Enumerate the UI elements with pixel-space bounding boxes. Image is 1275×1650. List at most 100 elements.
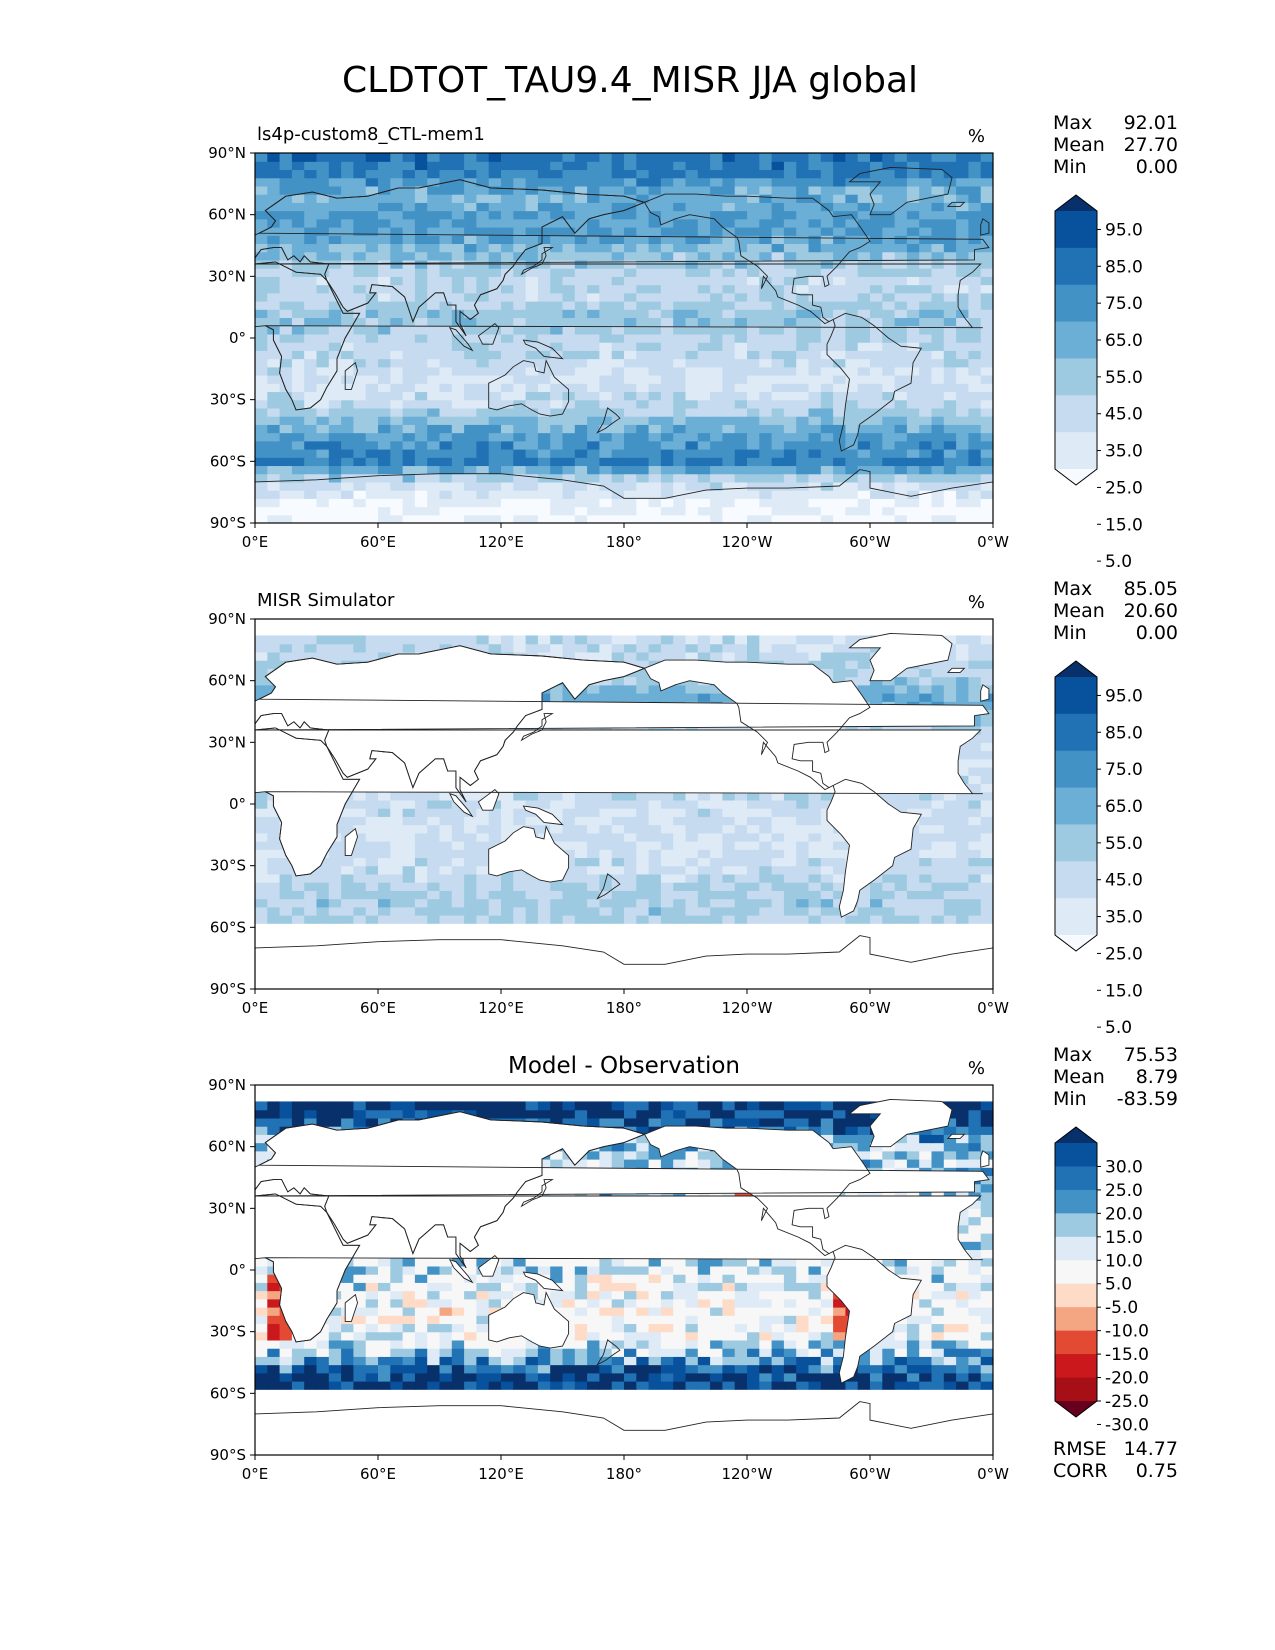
colorbar: 30.0 25.0 20.0 15.0 10.0 5.0 -5.0 -10.0 -15.0 -20…	[1054, 1126, 1149, 1435]
land-mask-iceland	[947, 1134, 965, 1139]
panel-title: Model - Observation	[508, 1053, 740, 1079]
coastline-britain	[980, 684, 990, 702]
colorbar-bin	[1055, 1143, 1097, 1167]
colorbar-bin	[1055, 1283, 1097, 1308]
coastline-iceland	[946, 667, 966, 673]
coastline-antarctica	[255, 1401, 993, 1455]
land-mask-australia	[488, 826, 569, 883]
colorbar-bin	[1055, 1236, 1097, 1261]
colorbar-tick-label: 45.0	[1105, 405, 1143, 425]
colorbar-extend-top	[1055, 195, 1097, 211]
x-tick-label: 60°E	[360, 1465, 396, 1483]
y-tick-label: 30°S	[210, 857, 246, 875]
land-mask-madagascar	[345, 1294, 358, 1322]
extra-stat-value: 14.77	[1124, 1438, 1178, 1460]
x-tick-label: 180°	[606, 1465, 642, 1483]
colorbar-bin	[1055, 284, 1097, 323]
coastline-samerica	[826, 312, 923, 452]
coastline-sumatra	[448, 326, 474, 352]
x-tick-label: 120°E	[478, 1465, 524, 1483]
colorbar-tick-label: -10.0	[1105, 1322, 1149, 1342]
stat-label: Mean	[1053, 600, 1105, 622]
coastline-africa-raw	[255, 1193, 361, 1343]
x-tick-label: 0°W	[977, 1465, 1009, 1483]
land-mask-greenland	[849, 1099, 952, 1147]
coastline-iceland	[946, 201, 966, 207]
colorbar-tick-label: 65.0	[1105, 331, 1143, 351]
panel-left-label: ls4p-custom8_CTL-mem1	[257, 124, 485, 145]
land-mask-japan	[521, 1179, 553, 1207]
stat-label: Min	[1053, 622, 1087, 644]
colorbar-bin	[1055, 824, 1097, 862]
colorbar-tick-label: 10.0	[1105, 1251, 1143, 1271]
colorbar-tick-label: -5.0	[1105, 1298, 1138, 1318]
colorbar-bin	[1055, 1330, 1097, 1355]
y-tick-label: 30°S	[210, 391, 246, 409]
colorbar-tick-label: 25.0	[1105, 944, 1143, 964]
extra-stat-label: RMSE	[1053, 1438, 1107, 1460]
colorbar: 95.0 85.0 75.0 65.0 55.0 45.0 35.0 25.0 15.0 5.0	[1054, 660, 1143, 1038]
coastline-borneo	[477, 323, 500, 345]
x-tick-label: 60°W	[849, 999, 891, 1017]
land-mask-samerica	[827, 779, 922, 918]
coastline-sumatra	[448, 792, 474, 818]
map-field-model	[255, 153, 993, 523]
land-mask-newguinea	[523, 1272, 563, 1291]
map-field-obs	[255, 619, 993, 989]
y-tick-label: 90°S	[210, 514, 246, 532]
colorbar-extend-bottom	[1055, 935, 1097, 951]
coastline-newguinea	[522, 805, 564, 826]
land-mask-iceland	[947, 668, 965, 673]
panel-units: %	[968, 126, 985, 147]
y-tick-label: 60°S	[210, 918, 246, 936]
colorbar-extend-top	[1055, 661, 1097, 677]
coastline-greenland	[848, 166, 953, 216]
colorbar-tick-label: 15.0	[1105, 1228, 1143, 1248]
map-field-diff	[255, 1085, 993, 1455]
coastline-samerica	[826, 778, 923, 918]
y-tick-label: 30°N	[208, 1199, 246, 1217]
colorbar-bin	[1055, 1260, 1097, 1285]
land-mask-madagascar	[345, 828, 358, 856]
coastline-antarctica	[255, 935, 993, 989]
colorbar-tick-label: 65.0	[1105, 797, 1143, 817]
figure-title: CLDTOT_TAU9.4_MISR JJA global	[342, 60, 918, 101]
stat-value: 92.01	[1124, 112, 1178, 134]
coastline-australia	[488, 825, 570, 883]
colorbar-tick-label: 95.0	[1105, 686, 1143, 706]
land-mask-namerica	[644, 660, 870, 790]
x-tick-label: 0°E	[242, 1465, 269, 1483]
colorbar-bin	[1055, 1189, 1097, 1214]
y-tick-label: 30°S	[210, 1323, 246, 1341]
stat-value: 85.05	[1124, 578, 1178, 600]
colorbar-tick-label: 20.0	[1105, 1204, 1143, 1224]
panel-model: 0°E 60°E 120°E 180° 120°W 60°W 0°W 90°N 60°N 30°N…	[208, 112, 1178, 572]
colorbar-bin	[1055, 787, 1097, 825]
stat-value: 8.79	[1136, 1066, 1178, 1088]
land-mask-greenland	[849, 633, 952, 681]
stat-label: Max	[1053, 1044, 1092, 1066]
coastline-namerica	[643, 659, 871, 791]
panel-units: %	[968, 592, 985, 613]
stat-label: Mean	[1053, 1066, 1105, 1088]
coastline-antarctica	[255, 469, 993, 523]
coastline-eurasia-raw	[255, 179, 646, 337]
land-mask-borneo	[478, 1255, 499, 1277]
colorbar-tick-label: 75.0	[1105, 294, 1143, 314]
stat-value: 75.53	[1124, 1044, 1178, 1066]
colorbar-tick-label: 25.0	[1105, 1181, 1143, 1201]
coastlines	[255, 632, 993, 989]
colorbar-bin	[1055, 898, 1097, 936]
coastline-africa-raw	[255, 727, 361, 877]
land-mask-sumatra	[449, 793, 473, 817]
x-tick-label: 60°W	[849, 1465, 891, 1483]
coastline-madagascar	[344, 827, 358, 856]
x-tick-label: 60°W	[849, 533, 891, 551]
colorbar-tick-label: 75.0	[1105, 760, 1143, 780]
colorbar-bin	[1055, 358, 1097, 396]
stat-label: Min	[1053, 1088, 1087, 1110]
colorbar-tick-label: 45.0	[1105, 871, 1143, 891]
x-tick-label: 0°E	[242, 533, 269, 551]
y-tick-label: 90°S	[210, 1446, 246, 1464]
